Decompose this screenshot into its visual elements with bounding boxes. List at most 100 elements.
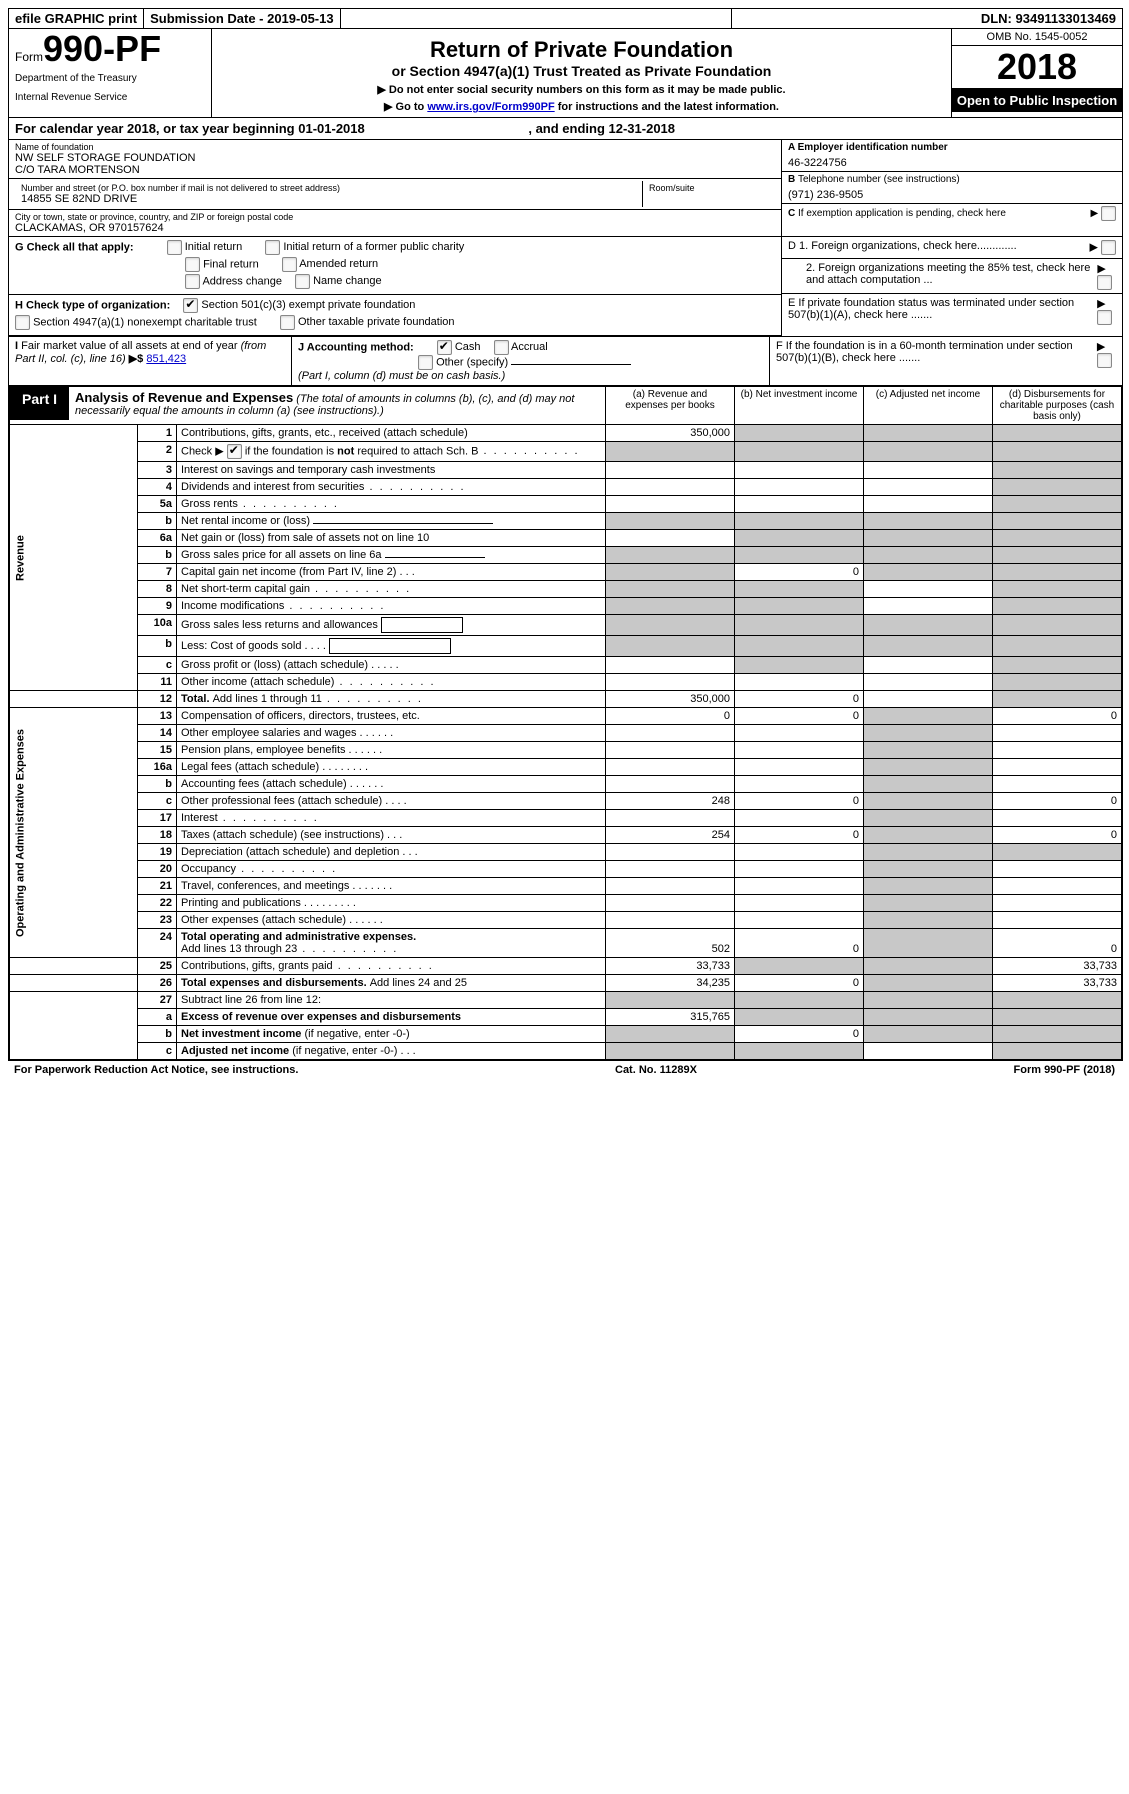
r1-c — [864, 425, 993, 442]
form-header: Form990-PF Department of the Treasury In… — [9, 29, 1122, 118]
r10b-num: b — [138, 636, 177, 657]
r19-num: 19 — [138, 844, 177, 861]
r6b-num: b — [138, 547, 177, 564]
r14-d — [993, 725, 1122, 742]
r4-num: 4 — [138, 479, 177, 496]
row-12: 12Total. Add lines 1 through 11350,0000 — [10, 691, 1122, 708]
r27a-b — [735, 1009, 864, 1026]
schb-checkbox[interactable] — [227, 444, 242, 459]
i-j-f-row: I Fair market value of all assets at end… — [9, 337, 1122, 386]
initial-former-checkbox[interactable] — [265, 240, 280, 255]
cash-checkbox[interactable] — [437, 340, 452, 355]
g-opt-4: Address change — [202, 275, 282, 287]
amended-return-checkbox[interactable] — [282, 257, 297, 272]
r21-num: 21 — [138, 878, 177, 895]
fmv-value[interactable]: 851,423 — [146, 353, 186, 365]
r10a-num: 10a — [138, 615, 177, 636]
j-note: (Part I, column (d) must be on cash basi… — [298, 370, 505, 382]
identity-right: A Employer identification number 46-3224… — [782, 140, 1122, 236]
r11-a — [606, 674, 735, 691]
g-h-left: G Check all that apply: Initial return I… — [9, 237, 782, 336]
r2-c — [864, 442, 993, 462]
r23-num: 23 — [138, 912, 177, 929]
r12-d — [993, 691, 1122, 708]
r15-b — [735, 742, 864, 759]
r23-desc: Other expenses (attach schedule) . . . .… — [177, 912, 606, 929]
r1-num: 1 — [138, 425, 177, 442]
r27c-c — [864, 1043, 993, 1060]
r17-num: 17 — [138, 810, 177, 827]
exemption-checkbox[interactable] — [1101, 206, 1116, 221]
r5b-num: b — [138, 513, 177, 530]
accrual-checkbox[interactable] — [494, 340, 509, 355]
r7-desc: Capital gain net income (from Part IV, l… — [177, 564, 606, 581]
dln: DLN: 93491133013469 — [732, 9, 1122, 28]
row-8: 8Net short-term capital gain — [10, 581, 1122, 598]
instructions-link[interactable]: www.irs.gov/Form990PF — [427, 101, 554, 113]
r16c-desc: Other professional fees (attach schedule… — [177, 793, 606, 810]
foreign-org-checkbox[interactable] — [1101, 240, 1116, 255]
r3-b — [735, 462, 864, 479]
r2-b — [735, 442, 864, 462]
r13-b: 0 — [735, 708, 864, 725]
4947-checkbox[interactable] — [15, 315, 30, 330]
r9-b — [735, 598, 864, 615]
name-change-checkbox[interactable] — [295, 274, 310, 289]
85pct-checkbox[interactable] — [1097, 275, 1112, 290]
row-10a: 10aGross sales less returns and allowanc… — [10, 615, 1122, 636]
other-method-checkbox[interactable] — [418, 355, 433, 370]
r10c-d — [993, 657, 1122, 674]
501c3-checkbox[interactable] — [183, 298, 198, 313]
row-26: 26Total expenses and disbursements. Add … — [10, 975, 1122, 992]
dept-treasury: Department of the Treasury — [15, 73, 205, 84]
r10c-b — [735, 657, 864, 674]
r17-desc: Interest — [177, 810, 606, 827]
r10a-c — [864, 615, 993, 636]
r27-num: 27 — [138, 992, 177, 1009]
r6b-a — [606, 547, 735, 564]
r2-pre: Check ▶ — [181, 445, 227, 457]
r3-num: 3 — [138, 462, 177, 479]
r20-c — [864, 861, 993, 878]
r18-c — [864, 827, 993, 844]
r16b-desc: Accounting fees (attach schedule) . . . … — [177, 776, 606, 793]
r27-desc: Subtract line 26 from line 12: — [177, 992, 606, 1009]
r3-c — [864, 462, 993, 479]
dept-irs: Internal Revenue Service — [15, 92, 205, 103]
r5b-a — [606, 513, 735, 530]
address-change-checkbox[interactable] — [185, 274, 200, 289]
row-9: 9Income modifications — [10, 598, 1122, 615]
r10a-a — [606, 615, 735, 636]
r8-desc: Net short-term capital gain — [177, 581, 606, 598]
r24-desc: Total operating and administrative expen… — [177, 929, 606, 958]
g-opt-1: Initial return of a former public charit… — [283, 241, 464, 253]
final-return-checkbox[interactable] — [185, 257, 200, 272]
other-taxable-checkbox[interactable] — [280, 315, 295, 330]
507b1a-checkbox[interactable] — [1097, 310, 1112, 325]
part1-badge: Part I — [10, 387, 69, 420]
r14-b — [735, 725, 864, 742]
r27a-a: 315,765 — [606, 1009, 735, 1026]
r16b-d — [993, 776, 1122, 793]
city-label: City or town, state or province, country… — [15, 212, 775, 222]
r12-a: 350,000 — [606, 691, 735, 708]
r5b-d — [993, 513, 1122, 530]
row-10c: cGross profit or (loss) (attach schedule… — [10, 657, 1122, 674]
open-to-public: Open to Public Inspection — [952, 89, 1122, 112]
r2-d: if the foundation is — [242, 445, 337, 457]
h-opt2: Section 4947(a)(1) nonexempt charitable … — [33, 316, 257, 328]
efile-label[interactable]: efile GRAPHIC print — [9, 9, 144, 28]
r1-d — [993, 425, 1122, 442]
goto-post: for instructions and the latest informat… — [555, 101, 779, 113]
r20-d — [993, 861, 1122, 878]
507b1b-checkbox[interactable] — [1097, 353, 1112, 368]
initial-return-checkbox[interactable] — [167, 240, 182, 255]
r5a-b — [735, 496, 864, 513]
footer: For Paperwork Reduction Act Notice, see … — [8, 1061, 1121, 1079]
r9-d — [993, 598, 1122, 615]
r22-b — [735, 895, 864, 912]
r27c-b — [735, 1043, 864, 1060]
r27b-a — [606, 1026, 735, 1043]
r5b-c — [864, 513, 993, 530]
row-7: 7Capital gain net income (from Part IV, … — [10, 564, 1122, 581]
